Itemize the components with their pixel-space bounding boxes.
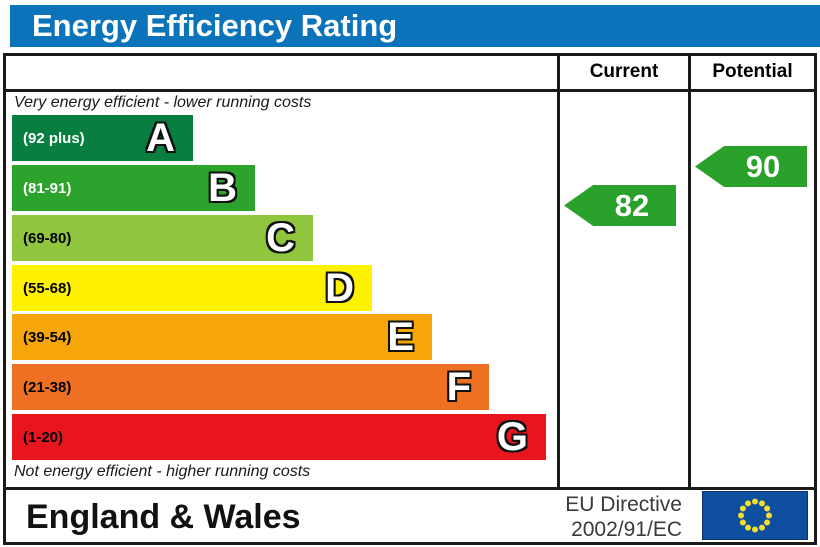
band-e-range: (39-54) xyxy=(23,328,72,346)
band-g-letter: G xyxy=(496,415,528,459)
current-rating-value: 82 xyxy=(614,187,650,223)
eu-flag-icon xyxy=(702,491,808,540)
band-g: (1-20) G xyxy=(12,414,546,460)
band-c-letter: C xyxy=(266,216,295,260)
column-header-potential: Potential xyxy=(712,61,793,82)
band-b-range: (81-91) xyxy=(23,179,72,197)
band-a-letter: A xyxy=(146,116,175,160)
band-f-range: (21-38) xyxy=(23,378,72,396)
band-f: (21-38) F xyxy=(12,364,489,410)
page-title: Energy Efficiency Rating xyxy=(32,8,398,43)
caption-efficient: Very energy efficient - lower running co… xyxy=(14,94,312,111)
band-a-range: (92 plus) xyxy=(23,129,85,147)
band-e: (39-54) E xyxy=(12,314,432,360)
current-column-divider xyxy=(557,56,560,487)
header-divider-line xyxy=(6,89,814,92)
band-d: (55-68) D xyxy=(12,265,372,311)
band-d-range: (55-68) xyxy=(23,279,72,297)
band-b: (81-91) B xyxy=(12,165,255,211)
caption-not-efficient: Not energy efficient - higher running co… xyxy=(14,463,311,480)
region-label: England & Wales xyxy=(26,498,301,536)
eu-directive-label: EU Directive 2002/91/EC xyxy=(482,492,682,542)
rating-table: Current Potential Very energy efficient … xyxy=(3,53,817,545)
eu-directive-line2: 2002/91/EC xyxy=(571,518,682,541)
band-c-range: (69-80) xyxy=(23,229,72,247)
potential-rating-value: 90 xyxy=(745,148,781,184)
band-b-letter: B xyxy=(208,166,237,210)
band-a: (92 plus) A xyxy=(12,115,193,161)
band-g-range: (1-20) xyxy=(23,428,64,446)
potential-rating-arrow: 90 xyxy=(695,146,807,187)
title-bar: Energy Efficiency Rating xyxy=(10,5,820,47)
column-header-current: Current xyxy=(589,61,659,82)
footer-divider-line xyxy=(6,487,814,490)
band-c: (69-80) C xyxy=(12,215,313,261)
band-d-letter: D xyxy=(325,266,354,310)
band-e-letter: E xyxy=(387,315,414,359)
eu-directive-line1: EU Directive xyxy=(565,493,682,516)
current-rating-arrow: 82 xyxy=(564,185,676,226)
band-f-letter: F xyxy=(446,365,471,409)
potential-column-divider xyxy=(688,56,691,487)
